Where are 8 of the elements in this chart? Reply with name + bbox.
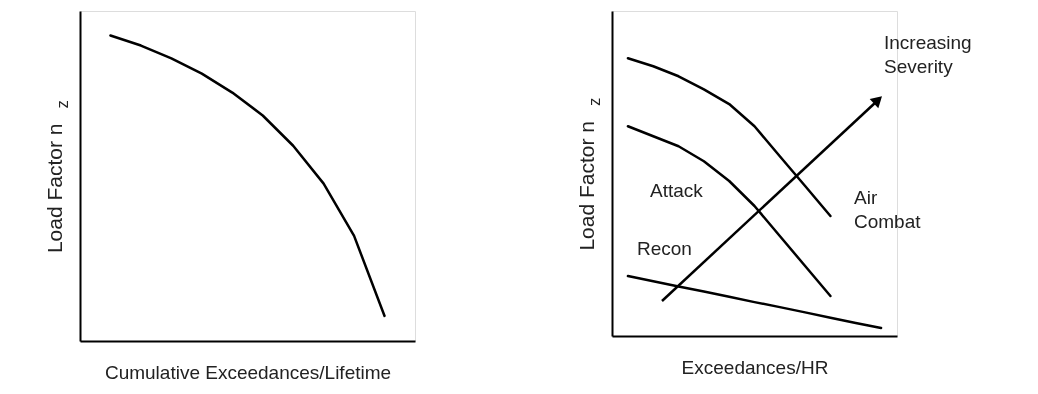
y-axis-title: Load Factor nz bbox=[43, 99, 72, 254]
series-label: Attack bbox=[650, 180, 704, 201]
x-axis-title: Cumulative Exceedances/Lifetime bbox=[104, 361, 392, 383]
series-label: Recon bbox=[637, 238, 692, 259]
annotation: Increasing Severity bbox=[884, 32, 972, 77]
y-axis-title: Load Factor nz bbox=[575, 97, 604, 251]
series-label: Air Combat bbox=[854, 187, 922, 232]
x-axis-title: Exceedances/HR bbox=[681, 356, 829, 378]
